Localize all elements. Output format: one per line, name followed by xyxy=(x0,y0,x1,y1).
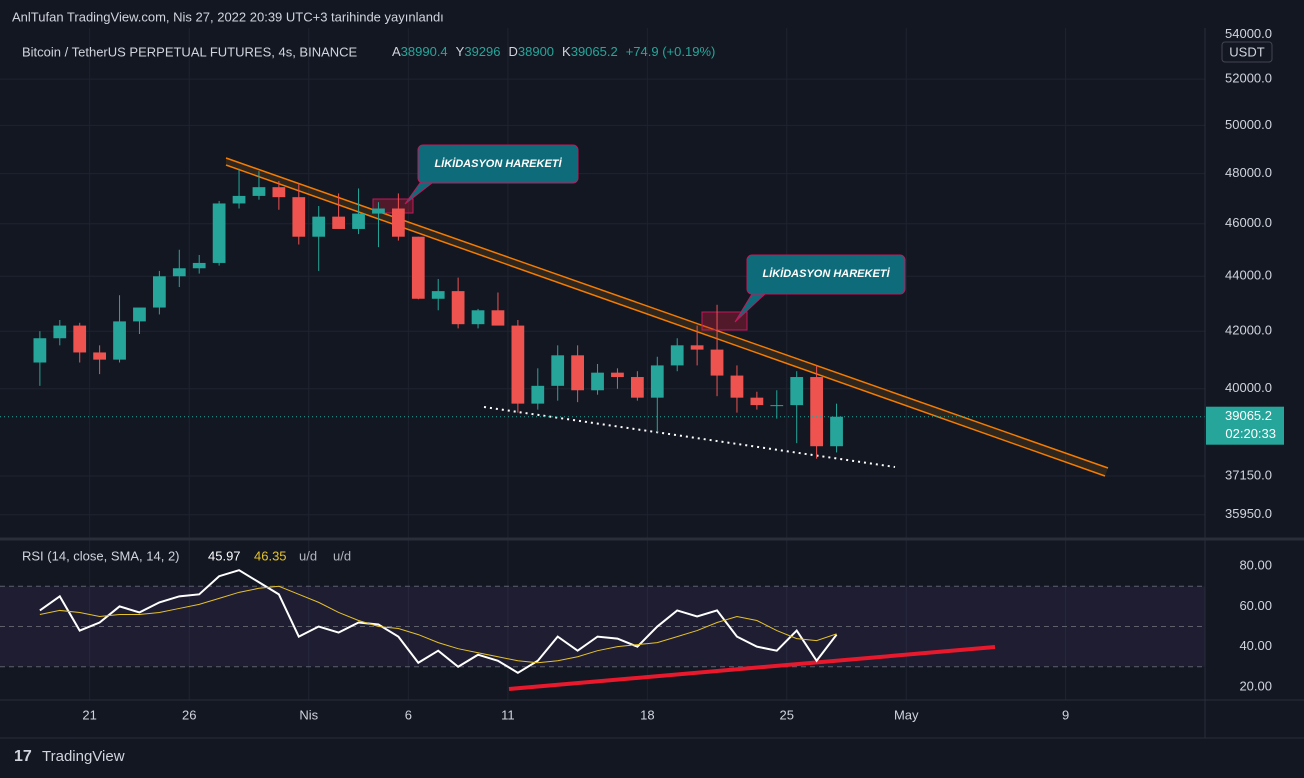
candle-body xyxy=(372,208,385,214)
rsi-line xyxy=(39,585,837,664)
y-tick-label: 50000.0 xyxy=(1225,117,1272,132)
candle-body xyxy=(312,216,326,237)
x-tick-label: 18 xyxy=(640,707,654,722)
candle-body xyxy=(252,187,266,196)
published: AnlTufan TradingView.com, Nis 27, 2022 2… xyxy=(12,9,444,24)
candle-body xyxy=(810,377,823,447)
ohlc-key: A xyxy=(392,44,401,59)
y-tick-label: 60.00 xyxy=(1239,598,1272,613)
candle-body xyxy=(431,291,445,299)
ohlc: A38990.4 Y39296 D38900 K39065.2 +74.9 (+0.19… xyxy=(392,44,715,59)
x-tick-label: 9 xyxy=(1062,707,1069,722)
annotation: LİKİDASYON HAREKETİ xyxy=(434,157,562,170)
brand: TradingView xyxy=(42,748,125,765)
title: Bitcoin / TetherUS PERPETUAL FUTURES, 4s… xyxy=(22,44,358,59)
x-tick-label: 6 xyxy=(405,707,412,722)
candle-body xyxy=(750,397,764,406)
y-tick-label: 46000.0 xyxy=(1225,215,1272,230)
candle-body xyxy=(611,372,624,378)
y-tick-label: 44000.0 xyxy=(1225,268,1272,283)
candle-body xyxy=(192,262,206,269)
ohlc-key: Y xyxy=(456,44,465,59)
candle-body xyxy=(33,338,47,363)
candle-body xyxy=(53,325,67,339)
sma-value: 46.35 xyxy=(254,548,287,563)
candle-body xyxy=(352,213,365,229)
rsi-line xyxy=(39,569,838,674)
y-tick-label: 40000.0 xyxy=(1225,380,1272,395)
candle-body xyxy=(232,195,246,204)
price-tag xyxy=(1206,406,1284,445)
y-tick-label: 54000.0 xyxy=(1225,26,1272,41)
candle-body xyxy=(511,325,525,404)
y-tick-label: 42000.0 xyxy=(1225,323,1272,338)
annotation: LİKİDASYON HAREKETİ xyxy=(762,267,890,280)
y-tick-label: 20.00 xyxy=(1239,678,1272,693)
candle-body xyxy=(710,349,724,376)
x-tick-label: 25 xyxy=(780,707,794,722)
ohlc-key: K xyxy=(562,44,571,59)
price-tag-label: 39065.2 xyxy=(1225,408,1272,423)
x-tick-label: 26 xyxy=(182,707,196,722)
countdown: 02:20:33 xyxy=(1225,426,1276,441)
y-tick-label: 48000.0 xyxy=(1225,165,1272,180)
ohlc-value: 38990.4 xyxy=(401,44,448,59)
candle-body xyxy=(631,377,644,398)
candle-body xyxy=(770,405,784,407)
ohlc-value: 38900 xyxy=(518,44,554,59)
candle-body xyxy=(212,203,226,263)
candle-body xyxy=(591,372,604,391)
y-tick-label: 37150.0 xyxy=(1225,467,1272,482)
x-tick-label: Nis xyxy=(299,707,318,722)
candle-body xyxy=(571,355,584,391)
candle-body xyxy=(670,345,684,366)
rsi-title: RSI (14, close, SMA, 14, 2) xyxy=(22,548,180,563)
candle-body xyxy=(113,321,126,360)
candle-body xyxy=(730,375,744,398)
candle-body xyxy=(411,236,425,299)
candle-body xyxy=(790,377,804,406)
candle-body xyxy=(690,345,704,350)
candle-body xyxy=(292,197,306,237)
logo-mark: 17 xyxy=(14,748,32,765)
candle-body xyxy=(73,325,87,353)
legend: Bitcoin / TetherUS PERPETUAL FUTURES, 4s… xyxy=(22,44,715,563)
rsi-value: 45.97 xyxy=(208,548,241,563)
candle-body xyxy=(551,355,565,386)
ohlc-value: 39296 xyxy=(464,44,500,59)
candle-body xyxy=(133,307,146,322)
ohlc-value: 39065.2 xyxy=(571,44,618,59)
x-tick-label: 21 xyxy=(82,707,96,722)
candle-body xyxy=(272,187,286,198)
extra: u/d xyxy=(333,548,351,563)
candle-body xyxy=(451,291,465,325)
candle-body xyxy=(332,216,345,229)
y-tick-label: 80.00 xyxy=(1239,558,1272,573)
candle-body xyxy=(392,208,405,237)
drawings xyxy=(225,144,1109,691)
y-tick-label: 35950.0 xyxy=(1225,506,1272,521)
x-tick-label: 11 xyxy=(501,707,515,722)
currency-box[interactable] xyxy=(1221,41,1273,63)
extra: u/d xyxy=(299,548,317,563)
y-tick-label: 52000.0 xyxy=(1225,71,1272,86)
candle-body xyxy=(491,310,505,326)
change: +74.9 (+0.19%) xyxy=(626,44,716,59)
candle-body xyxy=(172,268,186,277)
candle-body xyxy=(830,416,843,447)
x-tick-label: May xyxy=(894,707,919,722)
candle-body xyxy=(153,276,166,308)
candle-body xyxy=(531,385,545,404)
candle-body xyxy=(471,310,485,325)
y-tick-label: 40.00 xyxy=(1239,638,1272,653)
currency: USDT xyxy=(1229,44,1264,59)
ohlc-key: D xyxy=(509,44,518,59)
candle-body xyxy=(650,365,664,398)
candle-body xyxy=(93,352,106,360)
